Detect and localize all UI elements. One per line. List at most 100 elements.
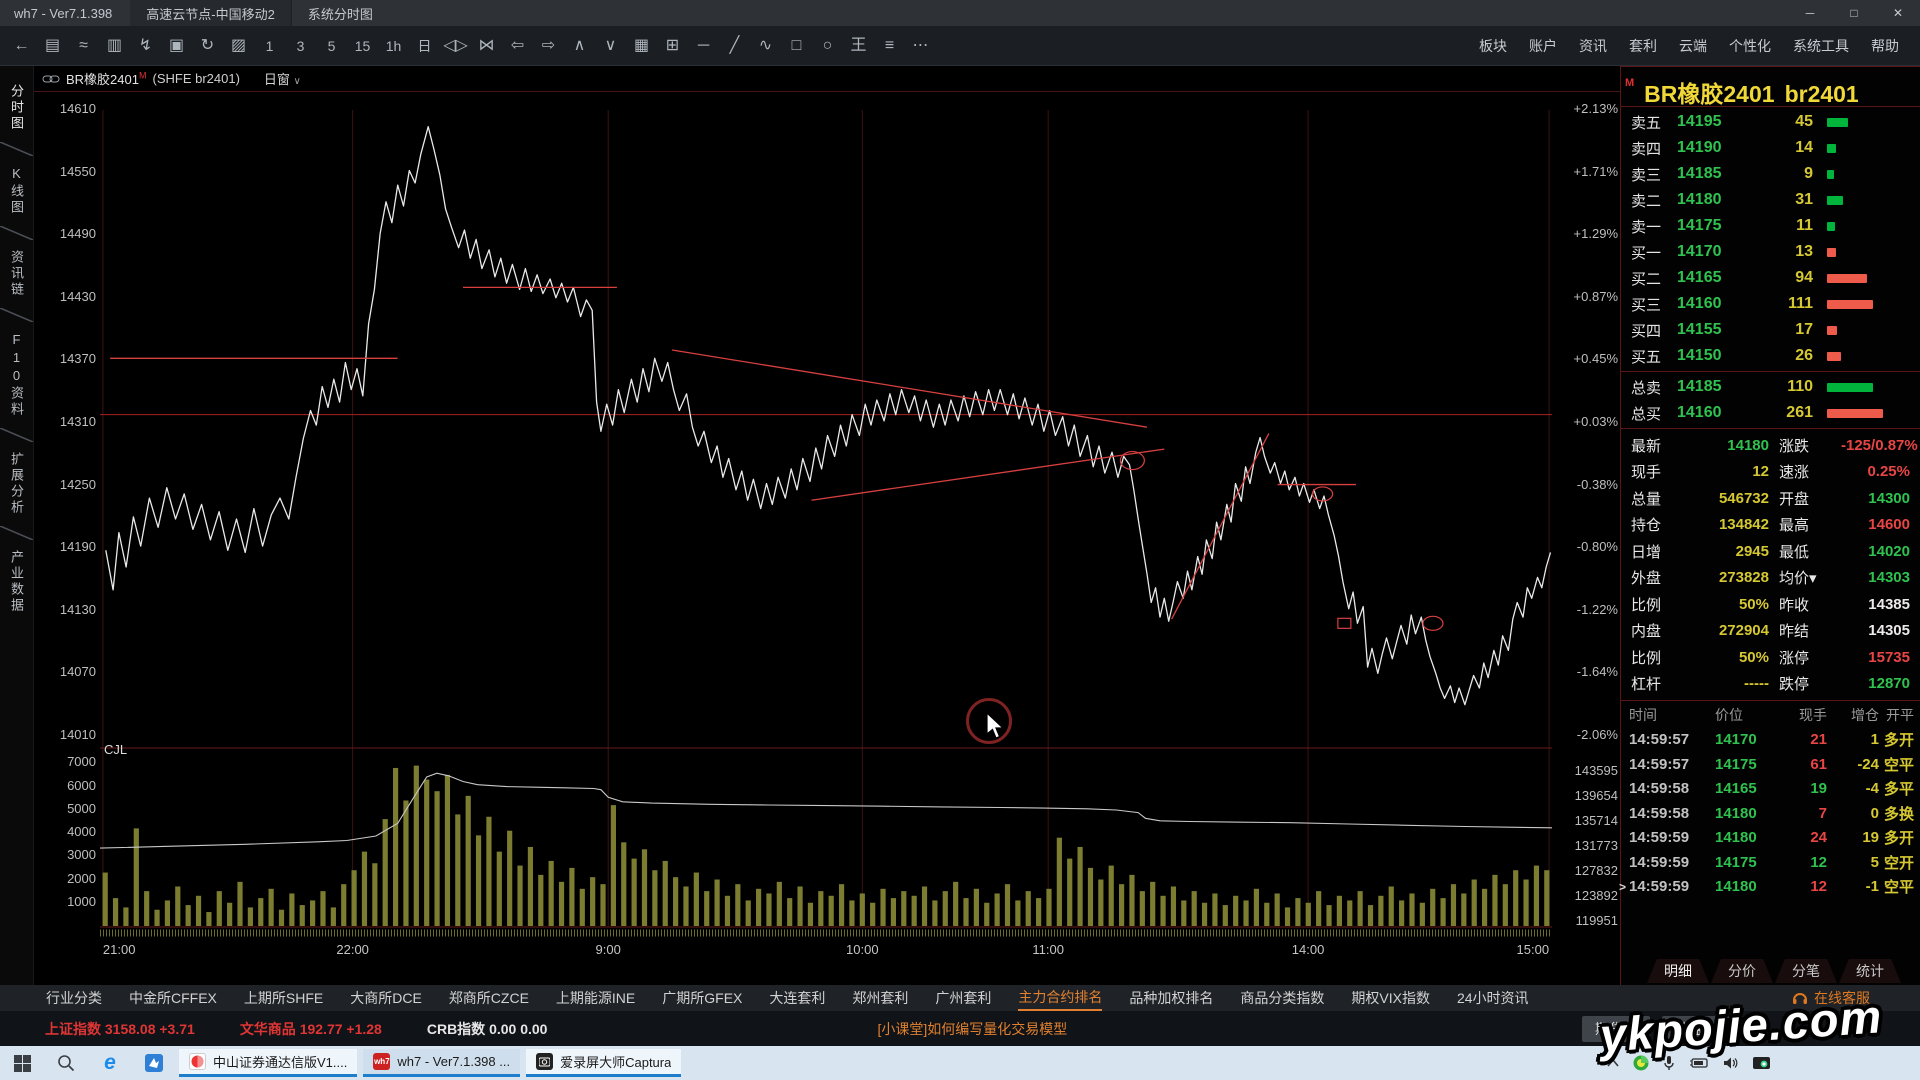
rect-tool-icon[interactable]: □ [791, 36, 802, 54]
nav-24小时资讯[interactable]: 24小时资讯 [1456, 990, 1529, 1006]
detail-tab-分价[interactable]: 分价 [1711, 959, 1773, 983]
nav-郑州套利[interactable]: 郑州套利 [852, 990, 909, 1006]
sidebar-tab-F10资料[interactable]: F10资料 [9, 332, 24, 418]
polyline-tool-icon[interactable]: ∿ [758, 36, 773, 54]
scroll-down-icon[interactable]: ∨ [604, 36, 617, 54]
close-icon[interactable]: ✕ [1892, 6, 1904, 20]
cascade-icon[interactable]: ⊞ [665, 36, 680, 54]
account-button-期货户[interactable]: 期货户 [1582, 1015, 1650, 1042]
hline-tool-icon[interactable]: ─ [697, 36, 710, 54]
book-row-卖四[interactable]: 卖四 14190 14 [1621, 135, 1920, 161]
detail-tab-明细[interactable]: 明细 [1647, 959, 1709, 983]
online-service-link[interactable]: 在线客服 [1792, 988, 1870, 1008]
chart-area[interactable]: BR橡胶2401M (SHFE br2401) 日窗 ∨ 21:00 22:00 9… [34, 66, 1620, 985]
nav-广州套利[interactable]: 广州套利 [935, 990, 992, 1006]
pinned-app-icon[interactable] [132, 1046, 176, 1080]
index-CRB指数[interactable]: CRB指数 0.00 0.00 [426, 1020, 548, 1037]
nav-行业分类[interactable]: 行业分类 [46, 990, 102, 1006]
period-15min[interactable]: 15 [354, 37, 371, 54]
task-window-0[interactable]: 中山证券通达信版V1.... [179, 1049, 358, 1077]
sidebar-tab-产业数据[interactable]: 产业数据 [9, 550, 24, 614]
grid-layout-icon[interactable]: ▦ [633, 36, 650, 54]
maximize-icon[interactable]: □ [1850, 6, 1858, 20]
book-row-卖三[interactable]: 卖三 14185 9 [1621, 161, 1920, 187]
line-tool-icon[interactable]: ╱ [729, 36, 740, 54]
nav-郑商所CZCE[interactable]: 郑商所CZCE [448, 990, 529, 1006]
nav-上期能源INE[interactable]: 上期能源INE [555, 990, 636, 1006]
book-row-买四[interactable]: 买四 14155 17 [1621, 317, 1920, 343]
book-row-买三[interactable]: 买三 14160 111 [1621, 291, 1920, 317]
battery-icon[interactable] [1689, 1057, 1709, 1069]
task-window-1[interactable]: wh7 wh7 - Ver7.1.398 ... [363, 1049, 521, 1077]
nav-大连套利[interactable]: 大连套利 [769, 990, 826, 1006]
period-1min[interactable]: 1 [265, 37, 274, 54]
lightning-icon[interactable]: ↯ [138, 36, 153, 54]
menu-item-0[interactable]: 板块 [1479, 37, 1507, 54]
period-day[interactable]: 日 [417, 37, 432, 54]
window-mode-dropdown[interactable]: 日窗 ∨ [263, 72, 301, 87]
book-row-买二[interactable]: 买二 14165 94 [1621, 265, 1920, 291]
save-icon[interactable]: ▣ [168, 36, 185, 54]
period-1h[interactable]: 1h [385, 37, 402, 54]
minimize-icon[interactable]: ─ [1805, 6, 1815, 20]
screen-record-icon[interactable] [1753, 1056, 1770, 1070]
sidebar-tab-扩展分析[interactable]: 扩展分析 [9, 452, 24, 516]
edge-browser-icon[interactable]: e [104, 1051, 116, 1074]
candlestick-icon[interactable]: ▥ [106, 36, 123, 54]
period-5min[interactable]: 5 [327, 37, 336, 54]
sidebar-tab-K线图[interactable]: K线图 [9, 166, 24, 216]
book-row-买五[interactable]: 买五 14150 26 [1621, 343, 1920, 369]
back-icon[interactable]: ← [13, 36, 30, 54]
view-tab[interactable]: 系统分时图 [307, 6, 373, 22]
speaker-icon[interactable] [1723, 1056, 1739, 1070]
chart-window-icon[interactable]: ▨ [230, 36, 247, 54]
period-3min[interactable]: 3 [296, 37, 305, 54]
menu-item-6[interactable]: 系统工具 [1793, 37, 1849, 54]
nav-期权VIX指数[interactable]: 期权VIX指数 [1351, 990, 1430, 1006]
nav-商品分类指数[interactable]: 商品分类指数 [1240, 990, 1325, 1006]
sidebar-tab-分时图[interactable]: 分时图 [9, 84, 24, 132]
index-上证指数[interactable]: 上证指数 3158.08 +3.71 [45, 1020, 195, 1037]
menu-item-4[interactable]: 云端 [1679, 37, 1707, 54]
search-icon[interactable] [44, 1046, 88, 1080]
merge-icon[interactable]: ⋈ [478, 36, 495, 54]
refresh-icon[interactable]: ↻ [200, 36, 215, 54]
antivirus-icon[interactable] [1633, 1055, 1649, 1071]
book-row-买一[interactable]: 买一 14170 13 [1621, 239, 1920, 265]
nav-大商所DCE[interactable]: 大商所DCE [350, 990, 422, 1006]
book-row-卖五[interactable]: 卖五 14195 45 [1621, 109, 1920, 135]
account-button-外盘户[interactable]: 外盘户 [1662, 1015, 1730, 1042]
nav-上期所SHFE[interactable]: 上期所SHFE [243, 990, 324, 1006]
prev-icon[interactable]: ⇦ [510, 36, 525, 54]
quote-table-icon[interactable]: ▤ [44, 36, 61, 54]
start-button[interactable] [0, 1046, 44, 1080]
scroll-up-icon[interactable]: ∧ [573, 36, 586, 54]
menu-item-5[interactable]: 个性化 [1729, 37, 1771, 54]
nav-主力合约排名[interactable]: 主力合约排名 [1018, 985, 1103, 1011]
menu-item-7[interactable]: 帮助 [1871, 37, 1899, 54]
index-文华商品[interactable]: 文华商品 192.77 +1.28 [239, 1020, 382, 1037]
menu-item-2[interactable]: 资讯 [1579, 37, 1607, 54]
link-icon[interactable] [42, 74, 60, 84]
node-tab[interactable]: 高速云节点-中国移动2 [130, 0, 292, 26]
menu-item-1[interactable]: 账户 [1529, 37, 1557, 54]
totals-row-总买[interactable]: 总买 14160 261 [1621, 400, 1920, 426]
totals-row-总卖[interactable]: 总卖 14185 110 [1621, 374, 1920, 400]
gann-tool-icon[interactable]: 王 [850, 36, 867, 54]
task-window-2[interactable]: 爱录屏大师Captura [526, 1049, 682, 1077]
next-icon[interactable]: ⇨ [541, 36, 556, 54]
line-chart-icon[interactable]: ≈ [79, 36, 88, 54]
menu-item-3[interactable]: 套利 [1629, 37, 1657, 54]
detail-tab-分笔[interactable]: 分笔 [1775, 959, 1837, 983]
nav-中金所CFFEX[interactable]: 中金所CFFEX [129, 990, 217, 1006]
book-row-卖二[interactable]: 卖二 14180 31 [1621, 187, 1920, 213]
indicator-icon[interactable]: ≡ [884, 36, 895, 54]
tray-expand-icon[interactable] [1607, 1059, 1619, 1067]
ad-link[interactable]: [小课堂]如何编写量化交易模型 [877, 1020, 1068, 1037]
nav-广期所GFEX[interactable]: 广期所GFEX [662, 990, 743, 1006]
sidebar-tab-资讯链[interactable]: 资讯链 [9, 250, 24, 298]
ellipse-tool-icon[interactable]: ○ [822, 36, 833, 54]
more-icon[interactable]: ⋯ [912, 36, 929, 54]
nav-品种加权排名[interactable]: 品种加权排名 [1129, 990, 1214, 1006]
price-chart[interactable] [100, 96, 1552, 938]
